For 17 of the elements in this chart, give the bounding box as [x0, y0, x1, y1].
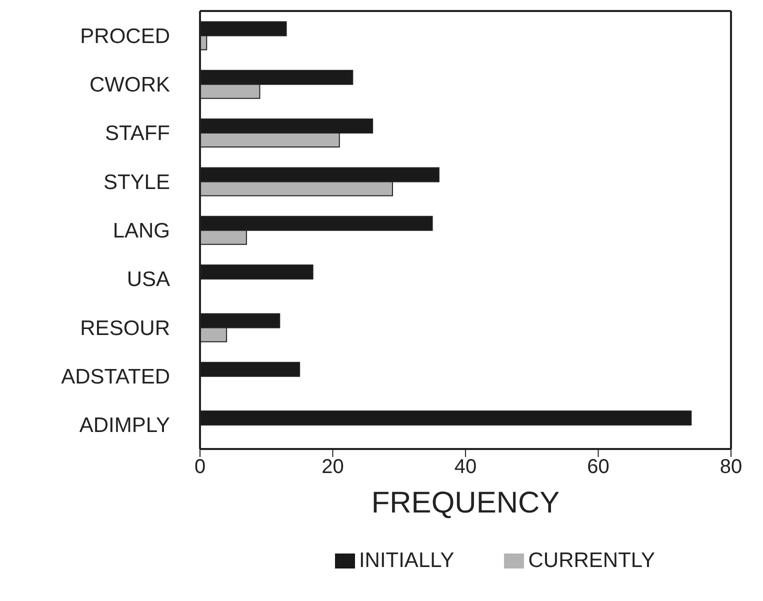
y-tick-label: RESOUR [80, 316, 170, 340]
y-tick-label: CWORK [90, 73, 170, 96]
x-tick-label: 40 [454, 456, 477, 478]
x-tick-label: 0 [194, 456, 206, 478]
y-tick-label: LANG [112, 219, 170, 242]
x-axis-title: FREQUENCY [371, 486, 560, 520]
x-tick-label: 60 [587, 456, 610, 478]
y-tick-label: ADIMPLY [79, 414, 170, 438]
x-tick-label: 80 [720, 456, 742, 478]
y-tick-label: USA [126, 268, 170, 292]
y-tick-label: PROCED [80, 24, 170, 48]
y-tick-label: STAFF [105, 122, 170, 146]
legend-label: CURRENTLY [528, 549, 656, 572]
y-tick-label: ADSTATED [61, 365, 170, 388]
legend-label: INITIALLY [358, 549, 454, 572]
x-tick-label: 20 [322, 456, 344, 478]
y-tick-label: STYLE [103, 170, 170, 194]
